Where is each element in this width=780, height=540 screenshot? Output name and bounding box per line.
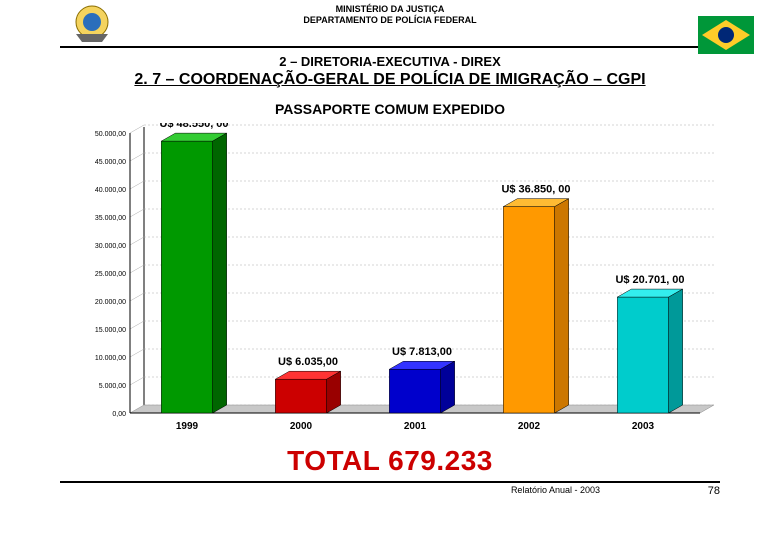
svg-text:40.000,00: 40.000,00 [95, 187, 126, 194]
svg-text:U$ 36.850, 00: U$ 36.850, 00 [501, 184, 570, 196]
ministry-text: MINISTÉRIO DA JUSTIÇA DEPARTAMENTO DE PO… [60, 0, 720, 26]
chart-svg: 0,00 5.000,00 10.000,00 15.000,00 20.000,00 2… [60, 123, 720, 443]
chart-title: PASSAPORTE COMUM EXPEDIDO [0, 101, 780, 117]
header: MINISTÉRIO DA JUSTIÇA DEPARTAMENTO DE PO… [60, 0, 720, 48]
section-sub: 2 – DIRETORIA-EXECUTIVA - DIREX [0, 54, 780, 69]
svg-text:10.000,00: 10.000,00 [95, 355, 126, 362]
svg-text:1999: 1999 [176, 421, 199, 432]
footer-report: Relatório Anual - 2003 [511, 485, 600, 495]
svg-text:25.000,00: 25.000,00 [95, 271, 126, 278]
ministry-line1: MINISTÉRIO DA JUSTIÇA [60, 4, 720, 15]
svg-text:U$ 20.701, 00: U$ 20.701, 00 [615, 274, 684, 286]
bar-chart: 0,00 5.000,00 10.000,00 15.000,00 20.000,00 2… [60, 123, 720, 443]
svg-text:2001: 2001 [404, 421, 427, 432]
svg-text:U$ 48.550, 00: U$ 48.550, 00 [159, 123, 228, 130]
svg-text:45.000,00: 45.000,00 [95, 159, 126, 166]
footer: Relatório Anual - 2003 78 [60, 485, 720, 505]
svg-text:U$ 6.035,00: U$ 6.035,00 [278, 356, 338, 368]
svg-text:U$ 7.813,00: U$ 7.813,00 [392, 346, 452, 358]
svg-text:0,00: 0,00 [112, 411, 126, 418]
svg-text:15.000,00: 15.000,00 [95, 327, 126, 334]
svg-text:50.000,00: 50.000,00 [95, 131, 126, 138]
svg-text:30.000,00: 30.000,00 [95, 243, 126, 250]
svg-text:20.000,00: 20.000,00 [95, 299, 126, 306]
footer-page: 78 [708, 485, 720, 497]
footer-divider [60, 481, 720, 483]
police-badge-icon [70, 2, 114, 46]
brazil-flag-icon [698, 16, 754, 54]
svg-text:5.000,00: 5.000,00 [99, 383, 126, 390]
svg-text:2003: 2003 [632, 421, 655, 432]
section-title: 2. 7 – COORDENAÇÃO-GERAL DE POLÍCIA DE I… [60, 71, 720, 89]
ministry-line2: DEPARTAMENTO DE POLÍCIA FEDERAL [60, 15, 720, 26]
svg-text:2002: 2002 [518, 421, 541, 432]
svg-text:35.000,00: 35.000,00 [95, 215, 126, 222]
total-text: TOTAL 679.233 [0, 445, 780, 477]
svg-text:2000: 2000 [290, 421, 313, 432]
